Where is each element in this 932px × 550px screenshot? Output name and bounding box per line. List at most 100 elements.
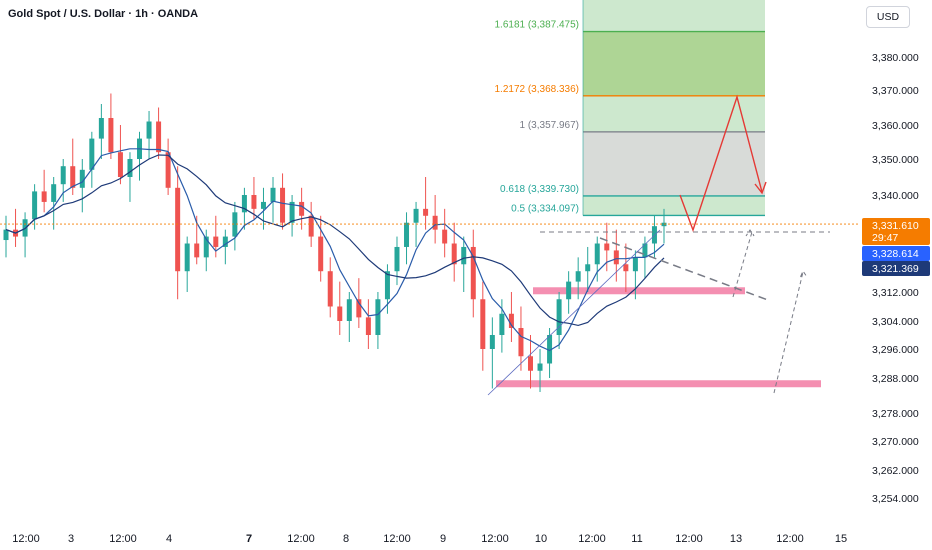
support-zones[interactable] (496, 287, 821, 388)
price-tick-label: 3,360.000 (872, 120, 919, 132)
candle-body (375, 299, 381, 335)
candle-body (508, 313, 514, 328)
candle-body (337, 306, 343, 321)
candle-body (222, 236, 228, 247)
candle-body (461, 246, 467, 265)
candle-body (289, 201, 295, 223)
candle-body (566, 281, 572, 300)
candle-body (432, 215, 438, 230)
candle-body (98, 118, 104, 139)
time-axis[interactable]: 12:00 3 12:00 4 7 12:00 8 12:00 9 12:00 10 12:00 11 1… (12, 533, 847, 545)
candle-body (79, 169, 85, 188)
candle-body (423, 208, 429, 216)
time-tick-label: 15 (835, 533, 847, 545)
candle-body (470, 246, 476, 300)
moving-averages (5, 148, 665, 352)
candle-body (70, 166, 76, 188)
candle-body (260, 201, 266, 209)
candle-body (213, 236, 219, 247)
support-zone-lower (496, 380, 821, 388)
price-tick-label: 3,350.000 (872, 154, 919, 166)
candle-body (89, 138, 95, 170)
price-tag-countdown: 29:47 (872, 232, 898, 244)
time-tick-label: 13 (730, 533, 742, 545)
price-tag-label: 3,321.369 (872, 263, 919, 275)
candle-body (299, 201, 305, 216)
candle-body (3, 229, 9, 241)
chart-title: Gold Spot / U.S. Dollar · 1h · OANDA (8, 8, 199, 20)
time-tick-label: 7 (246, 533, 252, 545)
candle-body (642, 243, 648, 258)
price-tag-bg (862, 261, 930, 276)
time-tick-label: 8 (343, 533, 349, 545)
ma-slow-line (5, 154, 665, 327)
candle-body (527, 356, 533, 371)
time-tick-label: 12:00 (675, 533, 703, 545)
candle-body (356, 299, 362, 318)
fib-level-label: 1.6181 (3,387.475) (494, 20, 579, 31)
price-tick-label: 3,288.000 (872, 373, 919, 385)
price-tick-label: 3,254.000 (872, 493, 919, 505)
price-tag-label: 3,331.610 (872, 220, 919, 232)
candle-body (632, 257, 638, 272)
candle-body (365, 317, 371, 335)
fibonacci-extension[interactable]: 1.6181 (3,387.475) 1.2172 (3,368.336) 1 (3… (494, 0, 765, 217)
time-tick-label: 12:00 (287, 533, 315, 545)
candle-body (241, 195, 247, 213)
candle-body (480, 299, 486, 349)
price-tick-label: 3,296.000 (872, 344, 919, 356)
candle-body (451, 243, 457, 265)
candle-body (156, 121, 162, 153)
candle-body (518, 328, 524, 357)
candle-body (556, 299, 562, 335)
time-tick-label: 12:00 (578, 533, 606, 545)
candle-body (60, 166, 66, 185)
candle-body (489, 335, 495, 349)
fib-level-label: 0.5 (3,334.097) (511, 203, 579, 214)
trend-drawings[interactable] (0, 94, 860, 396)
time-tick-label: 4 (166, 533, 172, 545)
fib-level-label: 0.618 (3,339.730) (500, 184, 579, 195)
candle-body (127, 159, 133, 177)
time-tick-label: 9 (440, 533, 446, 545)
currency-button[interactable]: USD (866, 6, 910, 28)
ma-fast-line (5, 148, 665, 352)
candle-body (117, 152, 123, 177)
candle-body (537, 363, 543, 371)
rising-trendline (487, 229, 661, 396)
price-tag-label: 3,328.614 (872, 248, 919, 260)
price-tick-label: 3,312.000 (872, 287, 919, 299)
fib-level-label: 1.2172 (3,368.336) (494, 84, 579, 95)
candle-body (318, 236, 324, 272)
fib-zone-top (583, 0, 765, 32)
fib-zone-1 (583, 131, 765, 196)
support-zone-upper (533, 287, 745, 295)
price-axis[interactable]: 3,380.000 3,370.000 3,360.000 3,350.000 3,34… (860, 0, 932, 550)
time-tick-label: 12:00 (481, 533, 509, 545)
forecast-path (679, 94, 763, 233)
candle-body (623, 264, 629, 272)
fib-zone-0618 (583, 195, 765, 216)
trendline-dashed (599, 237, 769, 301)
price-tick-label: 3,262.000 (872, 465, 919, 477)
price-tick-label: 3,340.000 (872, 190, 919, 202)
time-tick-label: 12:00 (776, 533, 804, 545)
time-tick-label: 11 (631, 533, 642, 545)
fib-level-label: 1 (3,357.967) (520, 120, 580, 131)
candle-body (327, 271, 333, 307)
candle-body (175, 187, 181, 272)
candle-body (280, 187, 286, 223)
candle-body (613, 250, 619, 265)
time-tick-label: 3 (68, 533, 74, 545)
candle-body (499, 313, 505, 335)
candle-body (413, 208, 419, 223)
candle-body (308, 215, 314, 237)
candle-body (604, 243, 610, 251)
forecast-arrowhead (754, 181, 767, 195)
candle-body (547, 335, 553, 364)
time-tick-label: 12:00 (383, 533, 411, 545)
candle-body (203, 236, 209, 258)
candle-body (165, 152, 171, 188)
candle-body (251, 195, 257, 209)
